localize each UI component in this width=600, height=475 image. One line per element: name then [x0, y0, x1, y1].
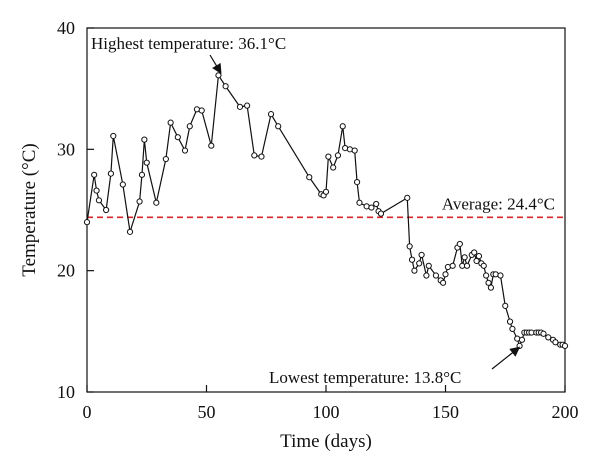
y-tick-label: 20	[57, 261, 75, 281]
temperature-data-point	[153, 199, 160, 206]
temperature-data-point	[126, 228, 134, 235]
temperature-data-point	[516, 342, 523, 349]
temperature-data-point	[103, 206, 110, 214]
temperature-data-point	[506, 318, 514, 325]
temperature-data-point	[119, 181, 126, 188]
temperature-data-point	[244, 102, 251, 109]
y-tick-label: 40	[57, 18, 75, 38]
temperature-data-point	[95, 197, 103, 204]
temperature-data-point	[485, 279, 492, 286]
temperature-data-point	[552, 339, 559, 346]
temperature-data-point	[222, 83, 229, 90]
temperature-data-point	[540, 330, 547, 337]
temperature-data-point	[487, 284, 495, 291]
temperature-data-point	[143, 159, 150, 166]
temperature-data-point	[373, 200, 380, 208]
temperature-data-point	[141, 136, 148, 143]
temperature-data-point	[377, 210, 385, 217]
temperature-data-point	[440, 279, 447, 286]
x-axis: 0 50 100 150 200	[83, 385, 579, 422]
temperature-data-point	[411, 267, 418, 274]
temperature-data-point	[198, 107, 205, 114]
temperature-data-point	[480, 262, 487, 269]
lowest-temperature-arrow	[491, 346, 521, 370]
temperature-data-point	[502, 302, 509, 309]
temperature-data-point	[353, 178, 361, 186]
x-tick-label: 200	[552, 402, 579, 422]
temperature-data-point	[442, 271, 449, 278]
temperature-data-point	[83, 219, 91, 226]
temperature-data-point	[561, 342, 569, 349]
x-tick-label: 0	[83, 402, 92, 422]
temperature-data-point	[181, 147, 189, 154]
temperature-data-point	[138, 171, 146, 178]
temperature-data-point	[351, 147, 358, 154]
temperature-data-point	[174, 134, 181, 141]
temperature-data-point	[258, 153, 265, 160]
x-tick-label: 100	[313, 402, 340, 422]
temperature-data-point	[107, 170, 115, 177]
temperature-data-point	[404, 194, 411, 201]
temperature-data-point	[456, 240, 463, 248]
temperature-data-point	[449, 262, 456, 269]
temperature-data-point	[483, 272, 490, 279]
temperature-data-point	[425, 262, 432, 269]
temperature-data-point	[475, 253, 483, 260]
temperature-data-point	[356, 199, 363, 206]
temperature-data-point	[334, 152, 342, 159]
temperature-series	[83, 72, 569, 349]
temperature-data-point	[251, 152, 258, 159]
x-tick-label: 50	[198, 402, 216, 422]
temperature-data-point	[136, 198, 143, 205]
temperature-data-point	[497, 272, 504, 279]
temperature-data-point	[423, 272, 430, 279]
temperature-data-point	[509, 325, 516, 333]
temperature-data-point	[463, 262, 471, 269]
temperature-data-point	[339, 123, 346, 130]
lowest-temperature-annotation: Lowest temperature: 13.8°C	[269, 368, 461, 387]
average-annotation: Average: 24.4°C	[442, 194, 555, 213]
temperature-data-point	[518, 336, 526, 343]
temperature-data-point	[461, 254, 468, 261]
temperature-data-point	[473, 257, 480, 265]
temperature-data-point	[418, 251, 425, 258]
x-axis-label: Time (days)	[280, 431, 372, 452]
temperature-data-point	[545, 334, 552, 341]
temperature-data-point	[110, 132, 117, 140]
temperature-data-point	[406, 243, 413, 250]
temperature-data-point	[93, 187, 100, 194]
temperature-data-point	[471, 249, 478, 256]
temperature-data-point	[330, 164, 337, 171]
temperature-data-point	[432, 272, 440, 279]
x-tick-label: 150	[432, 402, 459, 422]
y-axis-label: Temperature (°C)	[19, 143, 40, 276]
y-tick-label: 10	[57, 382, 75, 402]
temperature-data-point	[416, 260, 423, 267]
temperature-data-point	[408, 256, 416, 263]
temperature-data-point	[325, 153, 332, 160]
temperature-data-point	[91, 171, 98, 178]
y-axis: 10 20 30 40	[57, 18, 94, 402]
temperature-data-point	[322, 188, 330, 195]
temperature-data-point	[208, 142, 215, 149]
highest-temperature-arrow	[209, 54, 222, 75]
temperature-data-point	[306, 174, 313, 181]
temperature-data-point	[368, 204, 375, 211]
y-tick-label: 30	[57, 139, 75, 159]
temperature-data-point	[236, 103, 244, 110]
highest-temperature-annotation: Highest temperature: 36.1°C	[91, 34, 286, 53]
temperature-data-point	[267, 111, 275, 118]
temperature-data-point	[186, 123, 193, 130]
temperature-data-point	[167, 119, 174, 126]
temperature-data-point	[215, 72, 222, 79]
temperature-data-point	[162, 155, 169, 163]
temperature-data-point	[275, 123, 282, 130]
